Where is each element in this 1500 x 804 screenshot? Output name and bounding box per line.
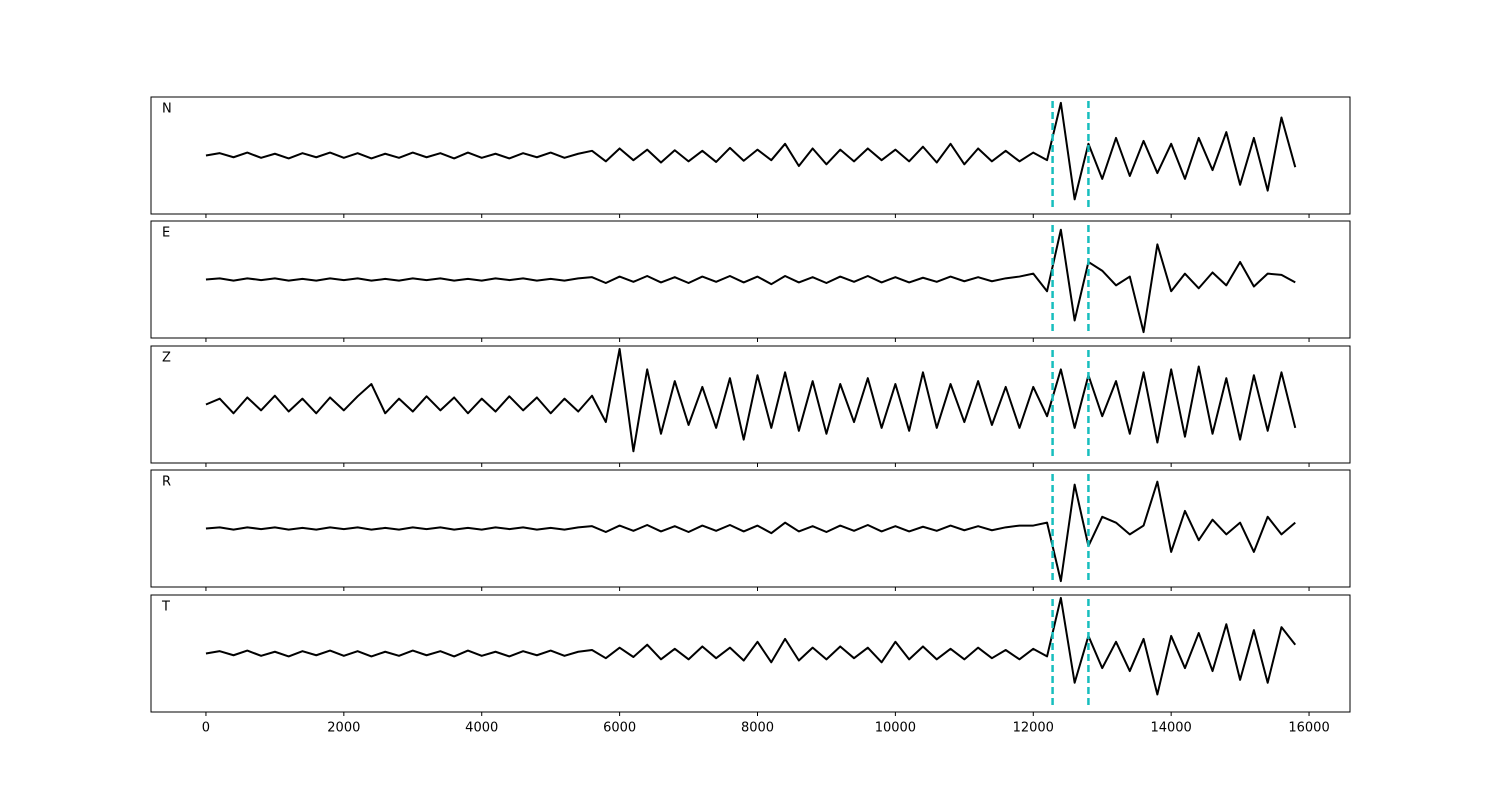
x-tick-label: 14000 [1150, 721, 1191, 736]
waveform [205, 480, 1296, 583]
waveform [205, 228, 1296, 334]
panel-label: E [162, 226, 170, 241]
panel-frame [150, 469, 1351, 588]
waveform [205, 347, 1297, 453]
panel-label: R [162, 475, 171, 490]
x-tick-label: 6000 [603, 721, 636, 736]
panel-frame [150, 220, 1351, 339]
x-tick-label: 12000 [1013, 721, 1054, 736]
x-tick-label: 10000 [875, 721, 916, 736]
x-tick-label: 8000 [741, 721, 774, 736]
panel-frame [150, 96, 1351, 215]
waveform [205, 596, 1297, 696]
panel-frame [150, 594, 1351, 713]
waveform [205, 101, 1297, 201]
x-tick-label: 0 [202, 721, 210, 736]
x-tick-label: 4000 [465, 721, 498, 736]
x-tick-label: 2000 [327, 721, 360, 736]
panel-label: N [162, 102, 172, 117]
panel-label: T [161, 600, 170, 615]
x-tick-label: 16000 [1288, 721, 1329, 736]
panel-frame [150, 345, 1351, 464]
panel-label: Z [162, 351, 171, 366]
